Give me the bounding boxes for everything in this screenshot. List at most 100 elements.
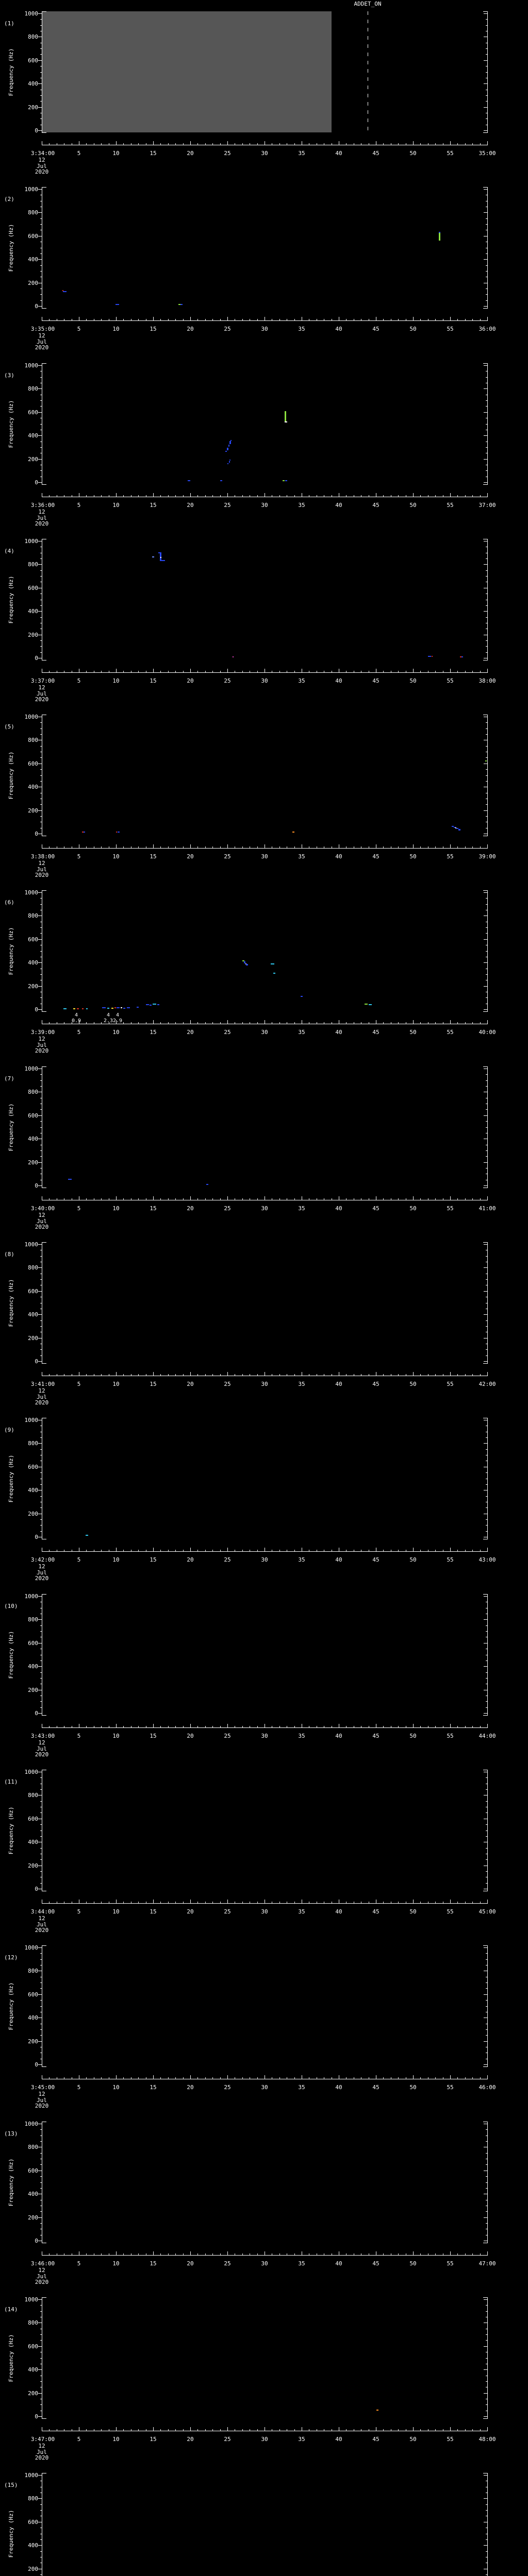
spectrogram-panel-11: (11) Frequency (Hz) 0 200 400 600 800 1000 3:44:… <box>0 1758 528 1935</box>
right-axis-line <box>487 11 488 133</box>
y-tick-major <box>484 1947 487 1948</box>
event-marker <box>460 656 461 657</box>
y-tick-minor <box>40 1355 42 1356</box>
x-tick-minor <box>160 2429 161 2431</box>
x-tick-minor <box>420 1902 421 1903</box>
x-tick-minor <box>138 495 139 497</box>
y-tick-major <box>38 306 42 307</box>
x-tick-label: 55 <box>447 1029 454 1036</box>
y-axis-title: Frequency (Hz) <box>8 1279 14 1327</box>
x-tick-minor <box>49 2077 50 2079</box>
x-tick-minor <box>123 1902 124 1903</box>
x-tick-major <box>116 1020 117 1024</box>
x-tick-major <box>413 1900 414 1903</box>
x-tick-minor <box>472 1198 473 1200</box>
y-tick-label: 200 <box>28 280 38 286</box>
x-tick-minor <box>480 1726 481 1727</box>
y-tick-minor <box>486 640 487 641</box>
x-end-time-label: 46:00 <box>478 2084 496 2091</box>
x-tick-minor <box>123 143 124 145</box>
event-marker <box>178 304 180 305</box>
panel-index-label: (10) <box>4 1603 18 1609</box>
x-tick-label: 35 <box>298 1205 305 1212</box>
y-tick-minor <box>40 2305 42 2306</box>
x-start-time-label: 3:38:00 <box>30 853 55 860</box>
y-tick-minor <box>40 781 42 782</box>
x-tick-minor <box>294 1198 295 1200</box>
x-tick-minor <box>175 846 176 848</box>
y-tick-minor <box>486 1859 487 1860</box>
y-tick-label: 800 <box>28 385 38 392</box>
x-end-time-label: 47:00 <box>478 2260 496 2267</box>
axis-cap <box>483 1066 488 1067</box>
x-tick-minor <box>138 1902 139 1903</box>
y-axis-title: Frequency (Hz) <box>8 224 14 272</box>
x-tick-label: 5 <box>77 1205 81 1212</box>
panel-index-label: (11) <box>4 1778 18 1785</box>
y-tick-major <box>484 107 487 108</box>
x-tick-minor <box>465 1198 466 1200</box>
x-tick-minor <box>480 2253 481 2255</box>
x-tick-label: 10 <box>112 326 120 332</box>
y-tick-minor <box>40 470 42 471</box>
y-tick-major <box>38 2498 42 2499</box>
y-tick-label: 600 <box>28 1288 38 1295</box>
x-tick-minor <box>101 1902 102 1903</box>
y-tick-minor <box>40 72 42 73</box>
event-marker <box>82 832 84 833</box>
x-tick-label: 10 <box>112 502 120 509</box>
x-tick-label: 5 <box>77 677 81 684</box>
y-tick-minor <box>40 2574 42 2575</box>
x-tick-minor <box>480 1902 481 1903</box>
y-tick-minor <box>40 904 42 905</box>
time-axis-line <box>42 2255 488 2256</box>
y-tick-minor <box>40 1625 42 1626</box>
x-tick-label: 50 <box>409 1381 417 1387</box>
event-marker <box>456 828 458 829</box>
y-tick-label: 800 <box>28 1440 38 1447</box>
x-tick-label: 50 <box>409 1205 417 1212</box>
x-end-time-label: 48:00 <box>478 2436 496 2443</box>
x-tick-minor <box>420 2077 421 2079</box>
y-tick-label: 800 <box>28 1264 38 1271</box>
x-tick-label: 10 <box>112 1381 120 1387</box>
axis-cap <box>42 132 46 133</box>
right-axis-line <box>487 2122 488 2243</box>
y-tick-label: 0 <box>35 1358 38 1365</box>
x-tick-label: 30 <box>261 2084 268 2091</box>
x-tick-major <box>450 1196 451 1200</box>
x-tick-minor <box>465 1550 466 1551</box>
y-tick-minor <box>40 1349 42 1350</box>
x-tick-minor <box>197 1198 198 1200</box>
y-tick-label: 800 <box>28 912 38 919</box>
x-tick-label: 50 <box>409 1029 417 1036</box>
event-marker <box>220 480 222 481</box>
y-tick-label: 800 <box>28 2319 38 2326</box>
y-tick-label: 1000 <box>24 10 39 17</box>
x-start-time-label: 3:44:00 <box>30 1908 55 1915</box>
y-tick-major <box>484 1009 487 1010</box>
x-tick-major <box>450 669 451 672</box>
y-tick-label: 1000 <box>24 1593 39 1600</box>
x-tick-label: 10 <box>112 2436 120 2443</box>
x-tick-major <box>227 1372 228 1376</box>
x-tick-minor <box>212 2429 213 2431</box>
x-tick-minor <box>160 319 161 320</box>
x-tick-label: 40 <box>335 1733 342 1739</box>
y-tick-minor <box>486 2381 487 2382</box>
y-tick-minor <box>40 2311 42 2312</box>
x-tick-minor <box>160 1198 161 1200</box>
y-tick-major <box>38 107 42 108</box>
x-tick-minor <box>101 319 102 320</box>
event-marker <box>111 1008 113 1009</box>
y-tick-minor <box>486 224 487 225</box>
x-tick-minor <box>257 319 258 320</box>
y-tick-minor <box>486 1256 487 1257</box>
x-tick-label: 55 <box>447 2436 454 2443</box>
x-start-time-label: 3:46:00 <box>30 2260 55 2267</box>
time-axis-line <box>42 1727 488 1728</box>
x-tick-minor <box>465 2429 466 2431</box>
axis-cap <box>42 11 46 12</box>
x-tick-minor <box>49 1726 50 1727</box>
y-tick-label: 600 <box>28 936 38 943</box>
